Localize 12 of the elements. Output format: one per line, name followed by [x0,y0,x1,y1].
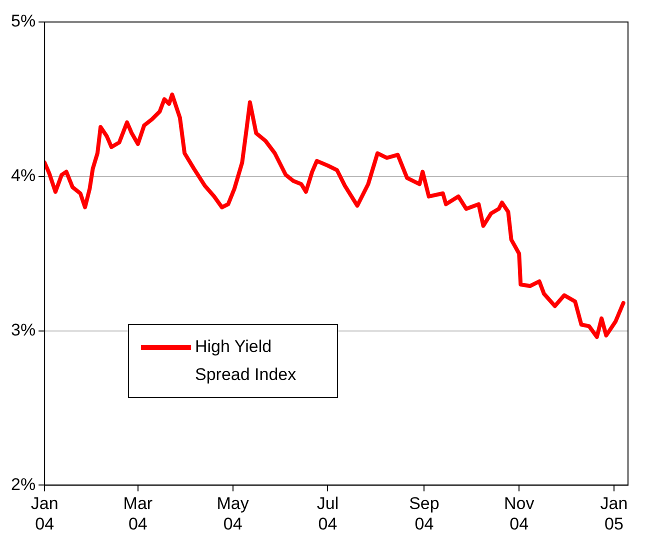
x-tick-label: Sep 04 [409,494,440,534]
x-tick-label: Jul 04 [316,494,339,534]
x-tick-label: Jan 04 [30,494,58,534]
x-tick-label: May 04 [216,494,250,534]
x-tick-label: Mar 04 [123,494,153,534]
x-tick-label: Jan 05 [600,494,628,534]
legend-label: High Yield Spread Index [195,336,298,386]
y-tick-label: 4% [10,166,36,186]
x-tick-label: Nov 04 [504,494,535,534]
y-tick-label: 5% [10,12,36,31]
y-tick-label: 3% [10,320,36,340]
y-tick-label: 2% [10,474,36,494]
